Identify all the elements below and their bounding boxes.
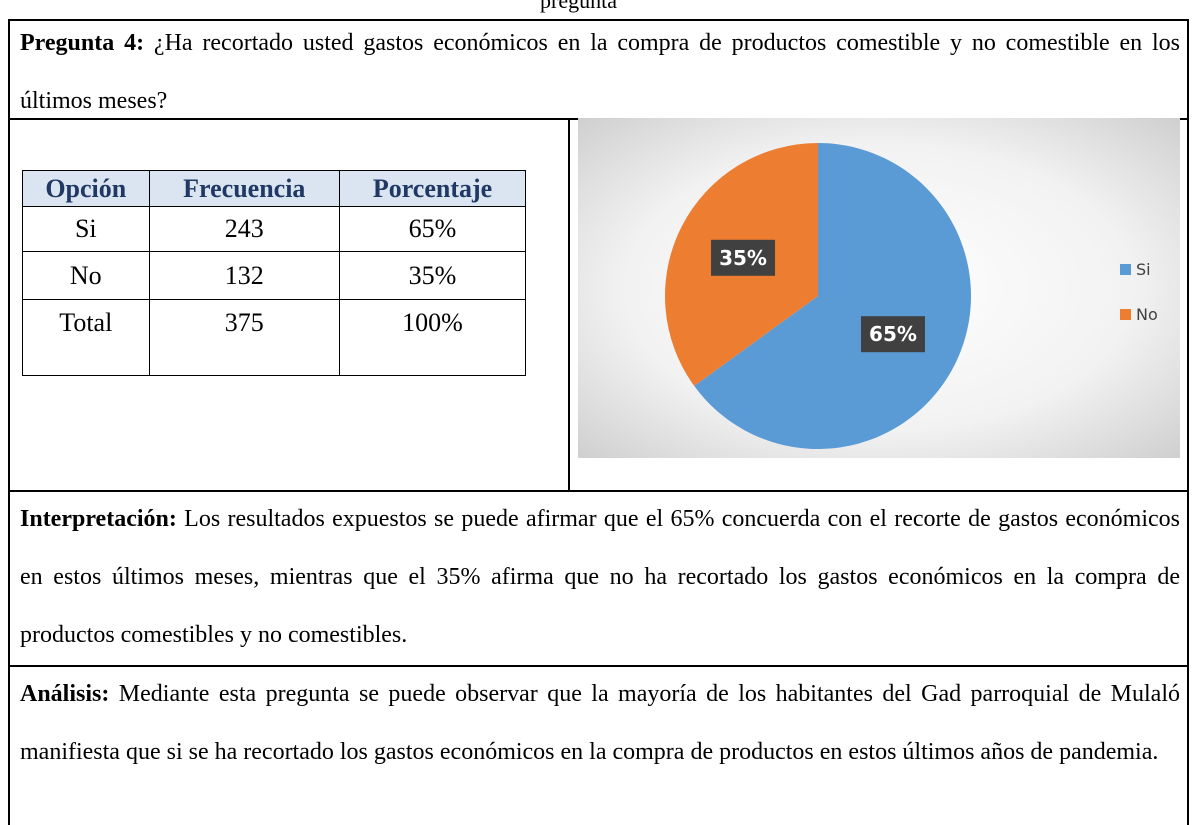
td: Total — [22, 299, 150, 376]
border — [8, 665, 1188, 667]
border — [568, 118, 570, 490]
td: Si — [22, 206, 150, 252]
data-label: 65% — [869, 322, 917, 346]
analysis: Análisis: Mediante esta pregunta se pued… — [20, 681, 1181, 765]
pie-slice — [694, 143, 971, 450]
td: 100% — [339, 299, 526, 376]
border — [1187, 19, 1189, 825]
pie-chart: 65% 35% Si No — [578, 118, 1180, 458]
legend-swatch — [1120, 264, 1131, 275]
th: Frecuencia — [148, 170, 341, 207]
border — [8, 490, 1188, 492]
legend-label: No — [1136, 305, 1158, 324]
td: No — [22, 251, 150, 300]
interpretation: Interpretación: Los resultados expuestos… — [20, 506, 1181, 648]
th: Opción — [22, 170, 150, 207]
td: 132 — [148, 251, 341, 300]
th: Porcentaje — [339, 170, 526, 207]
td: 65% — [339, 206, 526, 252]
td: 35% — [339, 251, 526, 300]
caption: pregunta — [540, 0, 617, 13]
td: 243 — [148, 206, 341, 252]
label-box — [711, 239, 776, 276]
legend-swatch — [1120, 309, 1131, 320]
frequency-table: Opción Frecuencia Porcentaje Si 243 65% No 13… — [22, 170, 526, 376]
question: Pregunta 4: ¿Ha recortado usted gastos e… — [20, 30, 1180, 114]
border — [8, 19, 10, 825]
border — [8, 19, 1188, 21]
data-label: 35% — [719, 246, 767, 270]
td: 375 — [148, 299, 341, 376]
legend-label: Si — [1136, 260, 1151, 279]
label-box — [860, 316, 925, 353]
